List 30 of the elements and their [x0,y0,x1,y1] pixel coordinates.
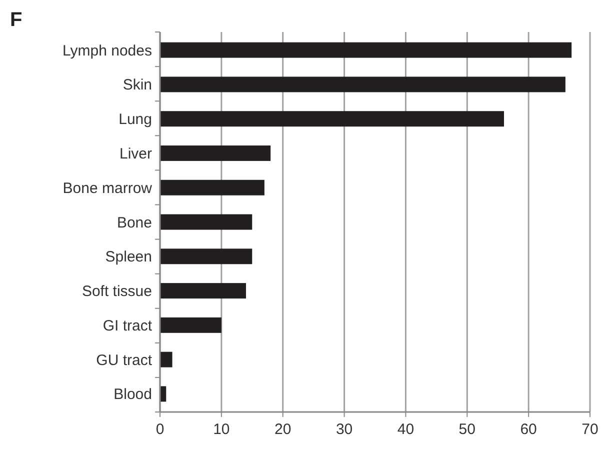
x-tick-label: 60 [520,421,537,438]
x-tick-label: 30 [336,421,353,438]
x-tick-label: 70 [582,421,598,438]
bar [160,111,504,127]
x-tick-label: 10 [213,421,230,438]
bar [160,76,566,92]
y-tick-label: Liver [119,145,152,162]
x-tick-label: 20 [274,421,292,438]
y-tick-label: Blood [114,386,152,404]
bar [160,180,264,196]
y-tick-label: Bone [116,214,152,232]
bar [160,352,172,368]
chart-title: F [10,9,22,31]
y-tick-label: GI tract [102,317,153,334]
y-tick-label: Bone marrow [62,180,152,197]
x-tick-label: 40 [397,421,414,438]
y-tick-label: Lung [118,111,152,128]
x-tick-label: 0 [156,421,164,438]
y-tick-label: Spleen [105,248,152,266]
y-tick-label: Soft tissue [82,283,152,300]
bar [160,145,271,161]
bar [160,214,252,230]
y-tick-label: Lymph nodes [62,42,152,60]
bar [160,248,252,264]
y-tick-label: Skin [122,76,152,94]
bar [160,317,222,333]
y-tick-label: GU tract [96,352,153,369]
bar [160,42,572,58]
bar [160,283,246,299]
x-tick-label: 50 [458,421,476,438]
